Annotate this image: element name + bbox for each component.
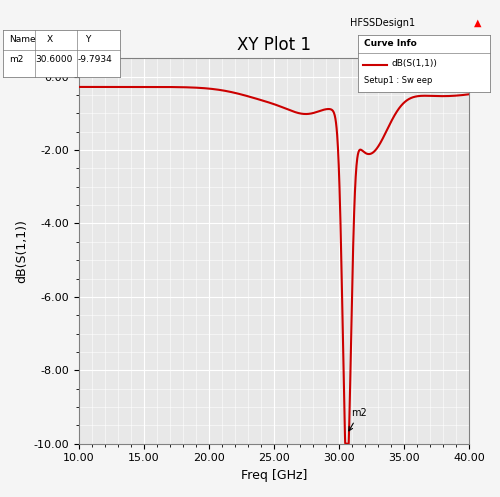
Title: XY Plot 1: XY Plot 1 xyxy=(237,36,311,54)
Text: Y: Y xyxy=(85,35,90,45)
X-axis label: Freq [GHz]: Freq [GHz] xyxy=(241,469,307,482)
Text: Curve Info: Curve Info xyxy=(364,39,417,48)
Text: Setup1 : Sw eep: Setup1 : Sw eep xyxy=(364,76,432,85)
Text: X: X xyxy=(47,35,54,45)
Text: HFSSDesign1: HFSSDesign1 xyxy=(350,18,415,28)
Text: Name: Name xyxy=(10,35,36,45)
Text: ▲: ▲ xyxy=(474,18,481,28)
Text: 30.6000: 30.6000 xyxy=(36,55,73,64)
Text: -9.7934: -9.7934 xyxy=(78,55,112,64)
Text: m2: m2 xyxy=(349,408,367,431)
Y-axis label: dB(S(1,1)): dB(S(1,1)) xyxy=(15,219,28,283)
Text: dB(S(1,1)): dB(S(1,1)) xyxy=(392,59,438,68)
Text: m2: m2 xyxy=(10,55,24,64)
